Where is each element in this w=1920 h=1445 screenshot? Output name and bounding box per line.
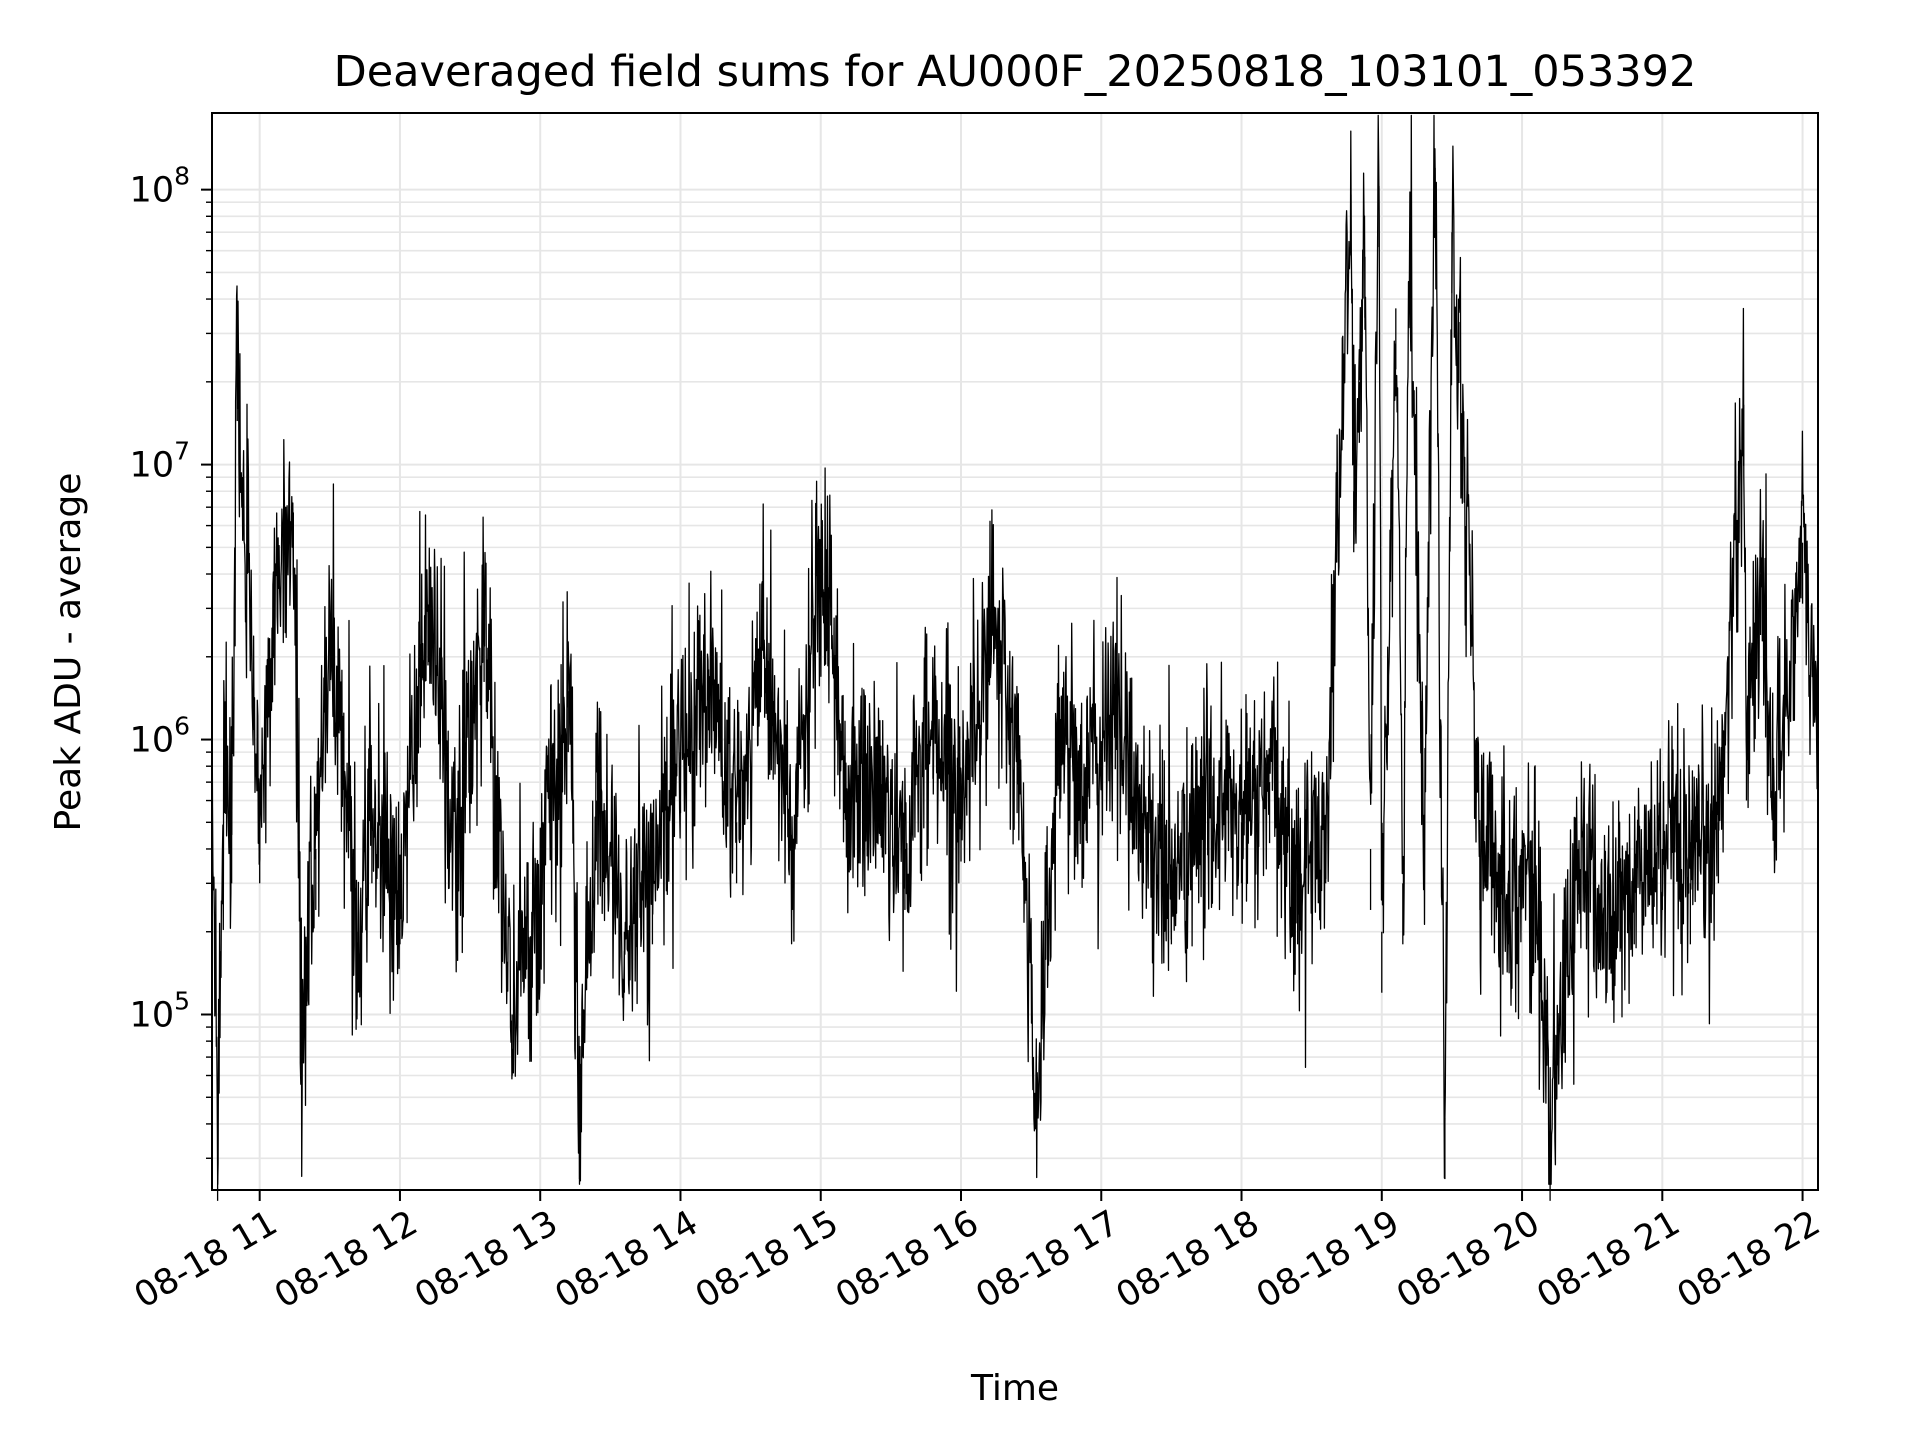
y-axis-label: Peak ADU - average: [48, 473, 89, 832]
y-tick-exponent: 8: [174, 162, 190, 191]
x-axis-label: Time: [970, 1368, 1059, 1409]
y-tick-base: 10: [130, 721, 175, 761]
y-tick-base: 10: [130, 996, 175, 1036]
plot-area-frame: [211, 112, 1819, 1191]
y-tick-exponent: 6: [174, 712, 190, 741]
y-tick-base: 10: [130, 171, 175, 211]
y-tick-label: 105: [130, 987, 190, 1036]
y-tick-exponent: 5: [174, 987, 190, 1016]
y-tick-base: 10: [130, 446, 175, 486]
y-tick-label: 106: [130, 712, 190, 761]
y-tick-exponent: 7: [174, 437, 190, 466]
grid-lines: [212, 113, 1818, 1190]
y-tick-label: 108: [130, 162, 190, 211]
y-tick-label: 107: [130, 437, 190, 486]
series-line: [211, 114, 1819, 1185]
chart-title: Deaveraged field sums for AU000F_2025081…: [334, 47, 1697, 97]
series-layer: [211, 114, 1819, 1201]
